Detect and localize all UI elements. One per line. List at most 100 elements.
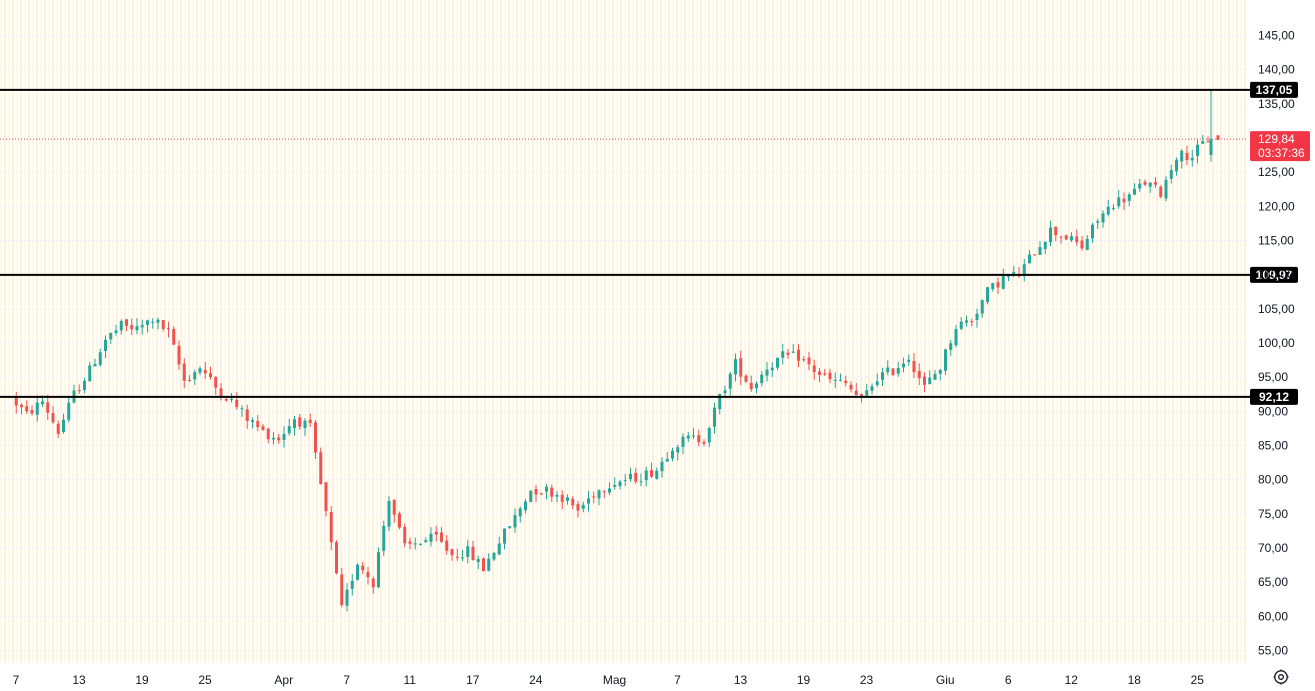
candle [1117,189,1121,209]
candle [114,324,118,336]
candle [702,439,706,447]
candle [1033,254,1037,256]
candle [445,535,449,555]
candle [802,356,806,362]
last-price-value: 129,84 [1258,132,1295,146]
candle [865,383,869,399]
candle [970,318,974,327]
candle [644,466,648,487]
candle [14,391,18,414]
candle [482,557,485,572]
y-tick-label: 135,00 [1258,97,1295,111]
candle [534,484,538,503]
candle [466,539,470,564]
candle [1138,178,1142,192]
candle [623,473,627,487]
price-axis[interactable]: 55,00 60,00 65,00 70,00 75,00 80,00 85,00 90,00… [1258,29,1295,658]
candle [629,467,632,482]
candle [933,369,937,381]
candle [1085,235,1089,251]
candle [655,467,659,480]
candle [1180,149,1184,169]
candle [524,498,527,514]
candle [277,433,281,444]
candle [335,540,338,575]
candle [749,375,753,392]
candle [450,548,454,561]
candle [324,482,328,517]
time-axis[interactable]: 7 13 19 25 Apr 7 11 17 24 Mag 7 13 19 23 Giu 6 12 18 25 [13,673,1205,687]
candle [398,511,401,530]
candle [592,491,596,504]
candle [576,500,580,518]
candle [555,491,559,503]
candle [20,403,23,415]
y-tick-label: 85,00 [1258,439,1288,453]
candle [487,553,491,572]
candle [1007,275,1010,281]
candle [849,381,853,393]
candle [266,427,270,444]
x-tick-label: 19 [797,673,811,687]
candle [518,506,522,523]
candle [1201,134,1205,145]
candle [308,413,312,427]
candle [1059,235,1063,244]
candle [807,351,811,371]
candle [786,348,790,359]
candle [1106,199,1110,217]
candle [854,383,858,396]
candle [1154,177,1157,188]
candle [791,343,795,353]
candle [560,490,564,510]
candle [581,501,585,513]
level-label-box [1250,388,1298,405]
level-label-box [1250,266,1298,283]
candle [697,429,701,447]
horizontal-levels[interactable]: 137,05 109,97 92,12 [0,81,1298,405]
candle [797,344,800,368]
candle [492,552,496,562]
candle [1133,183,1136,195]
x-tick-label: 12 [1065,673,1079,687]
level-label-box [1250,81,1298,98]
candle [476,555,480,570]
candle [1190,149,1194,167]
candle [119,319,123,335]
candle [361,561,365,575]
x-tick-label: 11 [404,673,417,687]
candle [1101,210,1105,228]
y-tick-label: 90,00 [1258,404,1288,418]
y-tick-label: 140,00 [1258,63,1295,77]
candles [14,89,1220,612]
candle [224,398,228,402]
candle [88,361,92,382]
candle [650,462,653,479]
candle [319,447,323,485]
candle [93,358,97,367]
candle [172,326,176,345]
candle [340,567,344,608]
candle [135,317,139,335]
candle [67,395,71,423]
candle [282,426,286,448]
candle [408,537,412,550]
candle [755,381,758,394]
candle [781,343,785,365]
x-tick-label: 7 [674,673,681,687]
candle [954,324,958,348]
settings-gear-icon[interactable] [1272,668,1290,686]
candle [907,354,911,366]
y-tick-label: 55,00 [1258,644,1288,658]
candle [728,371,732,396]
candle [902,357,905,373]
candle [371,576,375,594]
candle [1148,181,1152,193]
candle [744,374,748,383]
candle [392,499,396,523]
candle [403,523,407,548]
candle [46,394,50,420]
candle [161,319,165,332]
candle [818,367,821,383]
